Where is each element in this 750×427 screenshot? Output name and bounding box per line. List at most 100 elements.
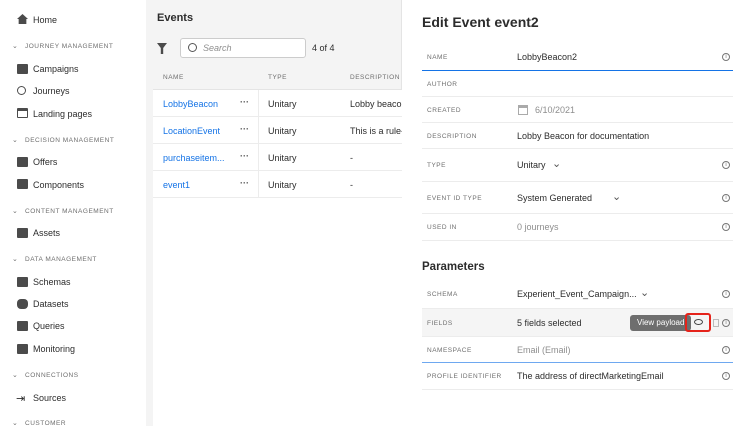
event-name-link[interactable]: LocationEvent bbox=[163, 126, 221, 136]
table-row[interactable]: event1 ··· Unitary - bbox=[153, 171, 402, 198]
more-icon[interactable]: ··· bbox=[240, 151, 249, 161]
chevron-down-icon[interactable]: ⌄ bbox=[640, 287, 650, 299]
sidebar-item-assets[interactable]: Assets bbox=[33, 228, 61, 238]
info-icon[interactable]: i bbox=[722, 223, 730, 231]
landing-pages-icon bbox=[17, 108, 28, 118]
namespace-field[interactable]: NAMESPACE Email (Email) i bbox=[422, 337, 733, 363]
event-name-link[interactable]: event1 bbox=[163, 180, 191, 190]
edit-icon[interactable] bbox=[713, 319, 719, 327]
sidebar-item-campaigns[interactable]: Campaigns bbox=[33, 64, 79, 74]
filter-icon[interactable] bbox=[157, 43, 167, 54]
sidebar-item-datasets[interactable]: Datasets bbox=[33, 299, 69, 309]
table-row[interactable]: LobbyBeacon ··· Unitary Lobby beacon bbox=[153, 90, 407, 117]
sources-icon: ⇥ bbox=[16, 393, 26, 405]
schema-field[interactable]: SCHEMA Experient_Event_Campaign... ⌄ i bbox=[422, 281, 733, 309]
description-label: DESCRIPTION bbox=[427, 133, 477, 140]
events-table: LobbyBeacon ··· Unitary Lobby beacon Loc… bbox=[153, 89, 409, 426]
event-id-type-select[interactable]: System Generated bbox=[517, 193, 593, 203]
column-header-description[interactable]: DESCRIPTION bbox=[350, 74, 400, 81]
chevron-down-icon[interactable]: ⌄ bbox=[12, 208, 18, 215]
section-customer[interactable]: CUSTOMER bbox=[25, 420, 67, 427]
sidebar-item-components[interactable]: Components bbox=[33, 180, 85, 190]
chevron-down-icon[interactable]: ⌄ bbox=[12, 137, 18, 144]
chevron-down-icon[interactable]: ⌄ bbox=[12, 420, 18, 427]
view-payload-tooltip: View payload bbox=[630, 315, 692, 331]
sidebar-item-offers[interactable]: Offers bbox=[33, 157, 58, 167]
created-value: 6/10/2021 bbox=[535, 105, 576, 115]
section-connections[interactable]: CONNECTIONS bbox=[25, 372, 79, 379]
sidebar-item-schemas[interactable]: Schemas bbox=[33, 277, 71, 287]
more-icon[interactable]: ··· bbox=[240, 97, 249, 107]
table-row[interactable]: LocationEvent ··· Unitary This is a rule… bbox=[153, 117, 409, 144]
sidebar-item-queries[interactable]: Queries bbox=[33, 321, 65, 331]
schema-select[interactable]: Experient_Event_Campaign... bbox=[517, 289, 637, 299]
event-type: Unitary bbox=[268, 126, 297, 136]
search-input[interactable]: Search bbox=[180, 38, 306, 58]
used-in-field: USED IN 0 journeys i bbox=[422, 214, 733, 241]
fields-field[interactable]: FIELDS 5 fields selected View payload i bbox=[422, 309, 733, 337]
sidebar-item-sources[interactable]: Sources bbox=[33, 393, 67, 403]
info-icon[interactable]: i bbox=[722, 290, 730, 298]
author-field: AUTHOR bbox=[422, 71, 733, 97]
monitoring-icon bbox=[17, 344, 28, 354]
info-icon[interactable]: i bbox=[722, 194, 730, 202]
chevron-down-icon[interactable]: ⌄ bbox=[12, 256, 18, 263]
section-journey-management[interactable]: JOURNEY MANAGEMENT bbox=[25, 43, 114, 50]
result-count: 4 of 4 bbox=[312, 43, 335, 53]
used-in-label: USED IN bbox=[427, 224, 457, 231]
more-icon[interactable]: ··· bbox=[240, 178, 249, 188]
table-row[interactable]: purchaseitem... ··· Unitary - bbox=[153, 144, 402, 171]
edit-title: Edit Event event2 bbox=[422, 14, 539, 30]
section-data-management[interactable]: DATA MANAGEMENT bbox=[25, 256, 97, 263]
eye-icon bbox=[694, 319, 703, 325]
chevron-down-icon[interactable]: ⌄ bbox=[12, 43, 18, 50]
campaigns-icon bbox=[17, 64, 28, 74]
type-select[interactable]: Unitary bbox=[517, 160, 546, 170]
view-payload-button[interactable] bbox=[685, 313, 711, 332]
fields-label: FIELDS bbox=[427, 320, 453, 327]
info-icon[interactable]: i bbox=[722, 53, 730, 61]
type-label: TYPE bbox=[427, 162, 446, 169]
section-content-management[interactable]: CONTENT MANAGEMENT bbox=[25, 208, 114, 215]
created-label: CREATED bbox=[427, 107, 462, 114]
description-field[interactable]: DESCRIPTION Lobby Beacon for documentati… bbox=[422, 123, 733, 149]
sidebar-item-home[interactable]: Home bbox=[33, 15, 58, 25]
section-decision-management[interactable]: DECISION MANAGEMENT bbox=[25, 137, 115, 144]
event-description: Lobby beacon bbox=[350, 99, 407, 109]
namespace-input[interactable]: Email (Email) bbox=[517, 345, 571, 355]
chevron-down-icon[interactable]: ⌄ bbox=[552, 158, 562, 170]
sidebar-item-journeys[interactable]: Journeys bbox=[33, 86, 70, 96]
event-id-type-field[interactable]: EVENT ID TYPE System Generated ⌄ i bbox=[422, 182, 733, 214]
info-icon[interactable]: i bbox=[722, 346, 730, 354]
event-name-link[interactable]: LobbyBeacon bbox=[163, 99, 219, 109]
schemas-icon bbox=[17, 277, 28, 287]
chevron-down-icon[interactable]: ⌄ bbox=[612, 191, 622, 203]
type-field[interactable]: TYPE Unitary ⌄ i bbox=[422, 149, 733, 182]
more-icon[interactable]: ··· bbox=[240, 124, 249, 134]
events-title: Events bbox=[157, 12, 194, 24]
sidebar-item-landing-pages[interactable]: Landing pages bbox=[33, 109, 93, 119]
info-icon[interactable]: i bbox=[722, 161, 730, 169]
profile-identifier-input[interactable]: The address of directMarketingEmail bbox=[517, 371, 664, 381]
components-icon bbox=[17, 179, 28, 189]
info-icon[interactable]: i bbox=[722, 319, 730, 327]
chevron-down-icon[interactable]: ⌄ bbox=[12, 372, 18, 379]
fields-value: 5 fields selected bbox=[517, 318, 582, 328]
journeys-icon bbox=[17, 86, 26, 95]
info-icon[interactable]: i bbox=[722, 372, 730, 380]
column-header-type[interactable]: TYPE bbox=[268, 74, 287, 81]
schema-label: SCHEMA bbox=[427, 291, 458, 298]
event-type: Unitary bbox=[268, 153, 297, 163]
description-input[interactable]: Lobby Beacon for documentation bbox=[517, 131, 650, 141]
name-field[interactable]: NAME LobbyBeacon2 i bbox=[422, 44, 733, 71]
profile-identifier-field[interactable]: PROFILE IDENTIFIER The address of direct… bbox=[422, 363, 733, 390]
author-label: AUTHOR bbox=[427, 81, 458, 88]
profile-identifier-label: PROFILE IDENTIFIER bbox=[427, 373, 502, 380]
event-description: - bbox=[350, 180, 353, 190]
event-type: Unitary bbox=[268, 180, 297, 190]
event-name-link[interactable]: purchaseitem... bbox=[163, 153, 225, 163]
sidebar-item-monitoring[interactable]: Monitoring bbox=[33, 344, 76, 354]
column-header-name[interactable]: NAME bbox=[163, 74, 184, 81]
event-type: Unitary bbox=[268, 99, 297, 109]
name-input[interactable]: LobbyBeacon2 bbox=[517, 52, 578, 62]
